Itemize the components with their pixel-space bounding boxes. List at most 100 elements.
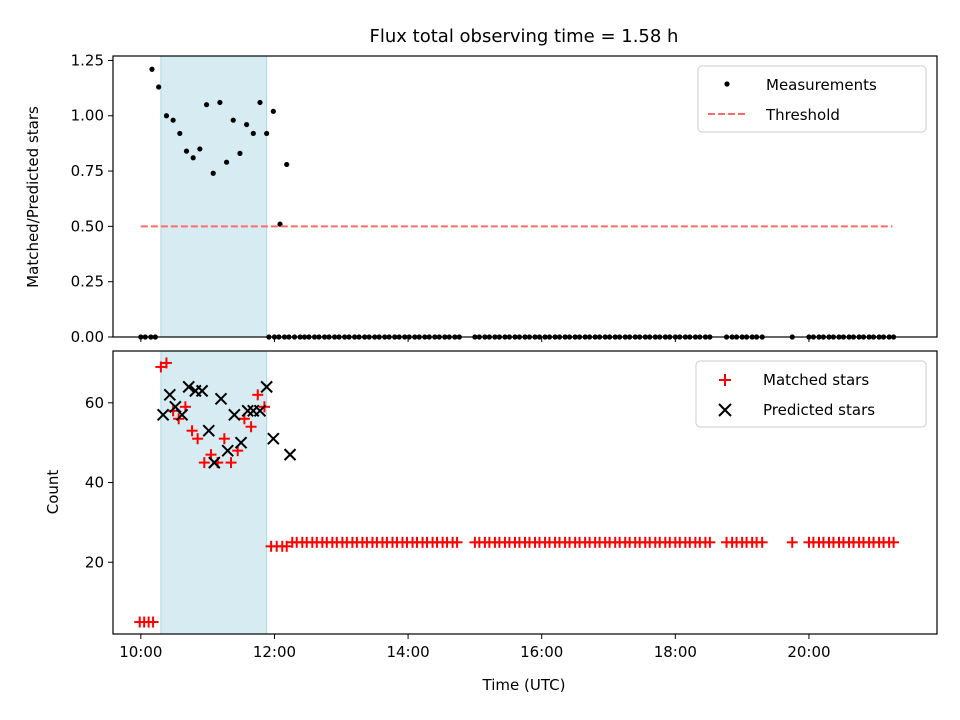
matched-stars-point	[245, 421, 257, 433]
bottom-x-tick-label: 12:00	[253, 643, 296, 661]
measurements-point	[170, 117, 176, 123]
legend-threshold-label: Threshold	[765, 106, 840, 124]
top-y-tick-label: 0.50	[71, 217, 104, 235]
matched-stars-point	[888, 536, 900, 548]
predicted-stars-point-b	[208, 456, 221, 469]
predicted-stars-point	[214, 392, 228, 406]
bottom-y-tick-label: 40	[85, 474, 104, 492]
top-axes-frame	[112, 55, 938, 338]
measurements-point	[250, 130, 256, 137]
legend-predicted-label: Predicted stars	[763, 401, 875, 419]
bottom-x-tick-label: 16:00	[520, 643, 563, 661]
bottom-legend-frame	[695, 360, 927, 428]
matched-stars-point	[192, 433, 204, 445]
matched-stars-point	[218, 433, 230, 445]
matched-stars-point	[786, 536, 798, 548]
predicted-stars-point-b	[195, 384, 209, 398]
predicted-stars-point	[163, 388, 176, 402]
predicted-stars-point	[253, 404, 267, 417]
bottom-x-tick-label: 14:00	[386, 643, 429, 661]
measurements-point	[264, 130, 270, 137]
measurements-point	[197, 146, 203, 152]
matched-stars-point	[147, 616, 159, 628]
top-panel: 0.00 0.25 0.50 0.75 1.00 1.25	[71, 51, 938, 346]
predicted-stars-point	[234, 436, 248, 449]
measurements-point	[257, 99, 263, 106]
bottom-legend: Matched stars Predicted stars	[695, 360, 927, 428]
predicted-stars-point	[260, 380, 273, 394]
bottom-y-axis-label: Count	[44, 470, 62, 515]
predicted-stars-point-b	[202, 424, 215, 437]
x-axis-label: Time (UTC)	[482, 676, 566, 694]
predicted-stars-point	[228, 408, 241, 421]
matched-stars-point	[155, 361, 167, 373]
matched-stars-point	[704, 536, 716, 548]
top-y-tick-label: 0.75	[71, 162, 104, 180]
predicted-stars-point-b	[234, 436, 248, 449]
predicted-stars-point	[267, 432, 280, 445]
measurements-point	[270, 108, 276, 114]
predicted-stars-point-b	[228, 408, 241, 421]
predicted-stars-point	[202, 424, 215, 437]
measurements-point	[217, 99, 223, 106]
bottom-y-tick-label: 60	[85, 394, 104, 412]
measurements-point	[244, 121, 250, 128]
bottom-x-tick-label: 20:00	[787, 643, 830, 661]
measurements-point	[183, 148, 190, 154]
legend-measurements-label: Measurements	[766, 76, 877, 94]
predicted-stars-point	[208, 456, 221, 469]
matched-stars-point	[281, 540, 293, 552]
predicted-stars-point-b	[214, 392, 228, 406]
matched-stars-point	[451, 536, 463, 548]
measurements-point	[237, 150, 243, 156]
predicted-stars-point	[241, 404, 254, 417]
bottom-y-tick-label: 20	[85, 553, 104, 571]
top-highlight-span	[160, 55, 268, 338]
predicted-stars-point	[195, 384, 209, 398]
bottom-x-tick-label: 18:00	[654, 643, 697, 661]
top-legend: Measurements Threshold	[697, 65, 927, 133]
predicted-stars-point-b	[163, 388, 176, 402]
top-y-tick-label: 0.00	[71, 328, 104, 346]
bottom-axes-frame	[112, 350, 938, 635]
legend-predicted-marker	[718, 403, 732, 417]
top-y-axis-label: Matched/Predicted stars	[24, 106, 42, 288]
predicted-stars-point-b	[260, 380, 273, 394]
measurements-point	[223, 159, 230, 165]
bottom-highlight-span	[160, 350, 268, 635]
measurements-point	[284, 161, 290, 168]
top-legend-frame	[697, 65, 927, 133]
predicted-stars-point-b	[156, 408, 170, 421]
predicted-stars-point	[175, 408, 189, 421]
measurements-point	[156, 84, 162, 90]
bottom-panel: 20 40 60 10:00 12:00 14:00 16:00 18:00 20:00	[85, 350, 938, 661]
legend-measurements-marker	[724, 81, 730, 87]
predicted-stars-point-b	[169, 400, 182, 414]
matched-stars-point	[198, 457, 210, 469]
measurements-point	[177, 130, 183, 137]
measurements-point	[203, 102, 210, 108]
measurements-point	[190, 155, 196, 161]
measurements-point	[230, 117, 236, 123]
top-y-tick-label: 0.25	[71, 273, 104, 291]
matched-stars-point	[186, 425, 198, 437]
bottom-x-tick-label: 10:00	[119, 643, 162, 661]
matched-stars-point	[225, 457, 237, 469]
predicted-stars-point-b	[182, 380, 195, 394]
measurements-point	[210, 170, 216, 176]
matched-stars-point	[756, 536, 768, 548]
top-y-tick-label: 1.25	[71, 51, 104, 69]
predicted-stars-point-b	[221, 444, 234, 457]
legend-matched-label: Matched stars	[763, 371, 869, 389]
predicted-stars-point	[221, 444, 234, 457]
legend-matched-marker	[719, 374, 731, 386]
predicted-stars-point-b	[175, 408, 189, 421]
matched-stars-point	[252, 389, 264, 401]
predicted-stars-point-b	[241, 404, 254, 417]
measurements-point	[163, 113, 170, 119]
predicted-stars-point-b	[283, 448, 297, 461]
measurements-point	[149, 66, 155, 72]
predicted-stars-point-b	[253, 404, 267, 417]
top-y-tick-label: 1.00	[71, 107, 104, 125]
